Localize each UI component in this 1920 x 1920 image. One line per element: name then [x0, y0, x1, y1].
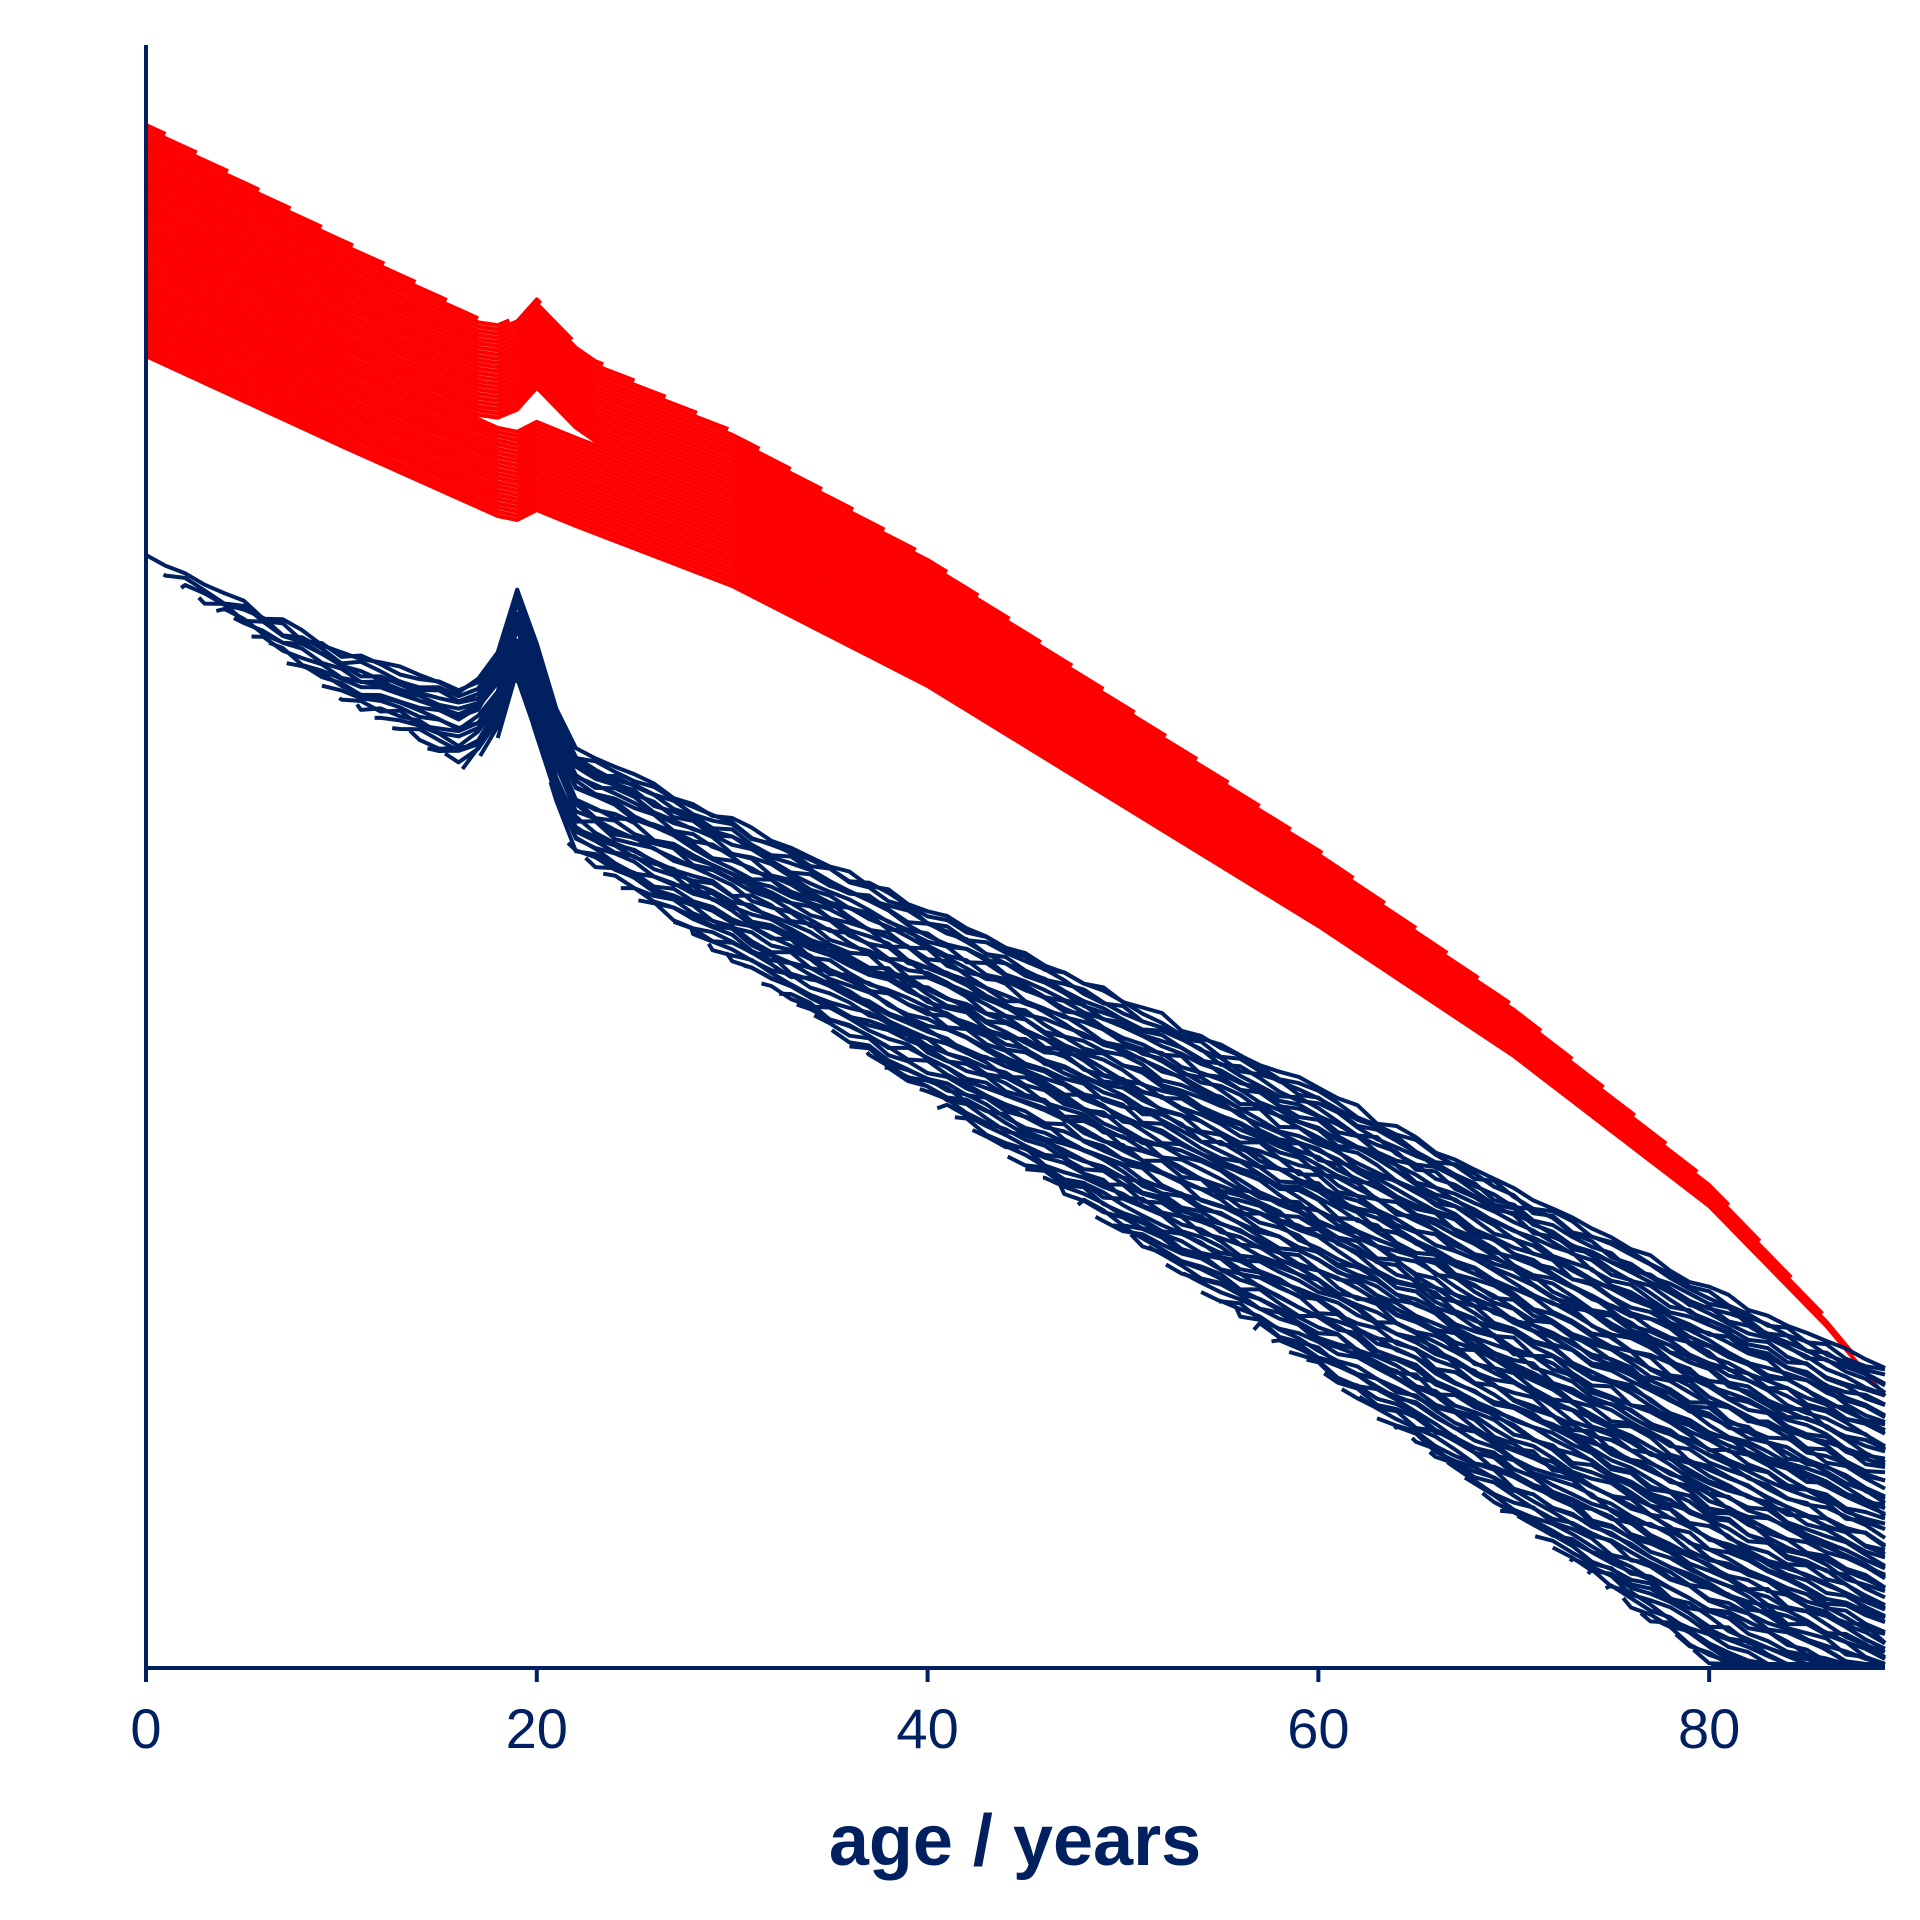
upper-series-line [145, 240, 1042, 644]
upper-series-line [145, 282, 1355, 880]
lower-series-line [584, 856, 1886, 1475]
upper-series-line [145, 190, 667, 399]
x-axis-title: age / years [829, 1801, 1201, 1881]
upper-series-line [145, 316, 1605, 1089]
upper-series-line [145, 270, 1261, 808]
upper-series-line [145, 274, 1293, 832]
lower-series-line [321, 626, 1886, 1418]
upper-series-line [145, 207, 792, 471]
lower-series-line [654, 902, 1886, 1499]
upper-series-line [145, 215, 855, 512]
upper-series-line [145, 291, 1418, 930]
lower-series-line [1358, 1395, 1886, 1661]
x-tick-label: 0 [130, 1697, 161, 1760]
lower-series-line [513, 676, 1886, 1465]
upper-series-line [145, 144, 323, 229]
upper-series-line [145, 194, 698, 415]
lower-series-line [1147, 1245, 1886, 1612]
lower-series-line [1446, 1460, 1885, 1666]
upper-series-line [145, 328, 1699, 1174]
upper-series-line [145, 307, 1543, 1033]
upper-series-line [145, 257, 1168, 738]
upper-series-line [145, 278, 1324, 855]
lower-series-line [374, 638, 1886, 1427]
upper-series-line [145, 165, 480, 321]
upper-series-line [145, 219, 886, 532]
lower-series-line [179, 583, 1886, 1377]
lower-series-line [1271, 1338, 1887, 1645]
upper-series-line [145, 228, 949, 574]
upper-series-line [145, 169, 511, 328]
upper-series-line [145, 173, 543, 332]
lower-series-line [1481, 1491, 1885, 1666]
upper-series-line [145, 349, 1856, 1356]
upper-series-line [145, 135, 261, 192]
upper-series-line [145, 261, 1199, 761]
upper-series-line [145, 286, 1386, 905]
x-axis-ticks: 0 20 40 60 80 [130, 1668, 1740, 1760]
lower-series-line [1094, 1215, 1886, 1600]
upper-series-line [145, 337, 1762, 1243]
upper-series-line [145, 249, 1105, 691]
upper-series-line [145, 354, 1887, 1398]
series-lines [145, 123, 1887, 1666]
upper-series-line [145, 123, 167, 136]
lower-series-line [1025, 1167, 1887, 1581]
upper-series-line [145, 333, 1731, 1207]
upper-series-line [145, 148, 354, 248]
upper-series-line [145, 131, 229, 174]
lower-series-line [426, 652, 1886, 1436]
lower-series-line [1393, 1424, 1886, 1666]
x-tick-label: 60 [1287, 1697, 1349, 1760]
upper-series-line [145, 127, 198, 155]
upper-series-line [145, 303, 1511, 1005]
upper-series-line [145, 181, 604, 367]
upper-series-line [145, 345, 1824, 1316]
lower-series-line [1288, 1350, 1887, 1646]
upper-series-line [145, 299, 1480, 980]
upper-series-line [145, 324, 1668, 1146]
upper-series-line [145, 152, 386, 266]
lower-series-line [620, 886, 1886, 1483]
upper-series-line [145, 156, 417, 284]
upper-series-line [145, 320, 1637, 1117]
upper-series-line [145, 186, 636, 383]
lower-series-line [706, 942, 1886, 1511]
lower-series-line [1112, 1223, 1886, 1607]
upper-series-line [145, 160, 448, 302]
upper-series-line [145, 223, 917, 552]
upper-series-line [145, 341, 1793, 1279]
upper-series-line [145, 139, 292, 211]
upper-series-line [145, 232, 980, 598]
upper-series-line [145, 295, 1449, 955]
upper-series-line [145, 265, 1230, 785]
upper-series-line [145, 236, 1011, 621]
lower-series-line [215, 597, 1886, 1388]
upper-series-line [145, 312, 1574, 1061]
lower-series-line [989, 1135, 1886, 1577]
lower-series-line [779, 991, 1886, 1521]
upper-series-line [145, 198, 730, 431]
upper-series-line [145, 177, 574, 342]
lower-series-line [1182, 1271, 1886, 1618]
x-tick-label: 40 [896, 1697, 958, 1760]
upper-series-line [145, 202, 761, 451]
lower-series-line [1323, 1371, 1886, 1654]
upper-series-line [145, 211, 824, 491]
lower-series-line [566, 841, 1886, 1470]
x-tick-label: 80 [1678, 1697, 1740, 1760]
upper-series-line [145, 244, 1074, 668]
x-tick-label: 20 [506, 1697, 568, 1760]
upper-series-line [145, 253, 1136, 715]
